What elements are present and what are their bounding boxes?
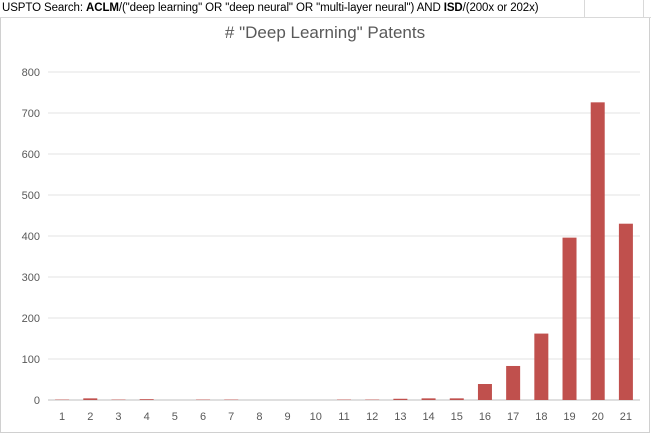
x-tick-label: 18 [535, 411, 547, 423]
x-tick-label: 17 [507, 411, 519, 423]
y-tick-label: 700 [22, 108, 40, 120]
x-tick-label: 16 [479, 411, 491, 423]
x-tick-label: 10 [310, 411, 322, 423]
x-tick-label: 3 [115, 411, 121, 423]
x-tick-label: 12 [366, 411, 378, 423]
bar-2 [83, 398, 98, 400]
gridlines [48, 71, 640, 401]
x-tick-label: 5 [172, 411, 178, 423]
x-axis-ticks: 1 2 3 4 5 6 7 8 9 10 11 12 13 14 15 16 17 18 19 20 21 [59, 411, 632, 423]
x-tick-label: 19 [563, 411, 575, 423]
bar-21 [618, 223, 633, 400]
x-tick-label: 9 [285, 411, 291, 423]
query-prefix: USPTO Search: [2, 2, 87, 14]
x-tick-label: 4 [144, 411, 150, 423]
bars [55, 102, 633, 400]
x-tick-label: 8 [256, 411, 262, 423]
y-tick-label: 100 [22, 354, 40, 366]
y-tick-label: 800 [22, 67, 40, 79]
bar-15 [449, 398, 464, 400]
bar-19 [562, 237, 577, 400]
y-tick-label: 400 [22, 231, 40, 243]
bar-4 [139, 399, 154, 400]
x-tick-label: 11 [338, 411, 349, 423]
x-tick-label: 13 [394, 411, 406, 423]
bar-20 [590, 102, 605, 400]
x-tick-label: 14 [422, 411, 434, 423]
bar-17 [506, 365, 521, 400]
x-tick-label: 21 [620, 411, 632, 423]
y-tick-label: 500 [22, 190, 40, 202]
x-tick-label: 15 [451, 411, 463, 423]
x-tick-label: 20 [592, 411, 604, 423]
x-tick-label: 6 [200, 411, 206, 423]
bar-16 [477, 384, 492, 400]
search-query-text: USPTO Search: ACLM/("deep learning" OR "… [2, 2, 539, 14]
x-tick-label: 7 [228, 411, 234, 423]
y-tick-label: 300 [22, 272, 40, 284]
y-axis-ticks: 0 100 200 300 400 500 600 700 800 [22, 67, 40, 407]
spreadsheet-header-row: USPTO Search: ACLM/("deep learning" OR "… [0, 0, 651, 18]
y-tick-label: 200 [22, 313, 40, 325]
query-field-aclm: ACLM [86, 2, 119, 14]
y-tick-label: 0 [34, 395, 40, 407]
chart-title: # "Deep Learning" Patents [225, 23, 425, 42]
query-terms: /("deep learning" OR "deep neural" OR "m… [118, 2, 444, 14]
query-field-isd: ISD [443, 2, 463, 14]
x-tick-label: 2 [87, 411, 93, 423]
cell-divider [584, 0, 585, 18]
y-tick-label: 600 [22, 149, 40, 161]
x-tick-label: 1 [59, 411, 65, 423]
chart-frame [0, 18, 650, 433]
cell-divider [643, 0, 644, 18]
bar-18 [534, 333, 549, 400]
bar-14 [421, 398, 436, 400]
bar-13 [393, 398, 408, 400]
query-date-range: /(200x or 202x) [462, 2, 539, 14]
